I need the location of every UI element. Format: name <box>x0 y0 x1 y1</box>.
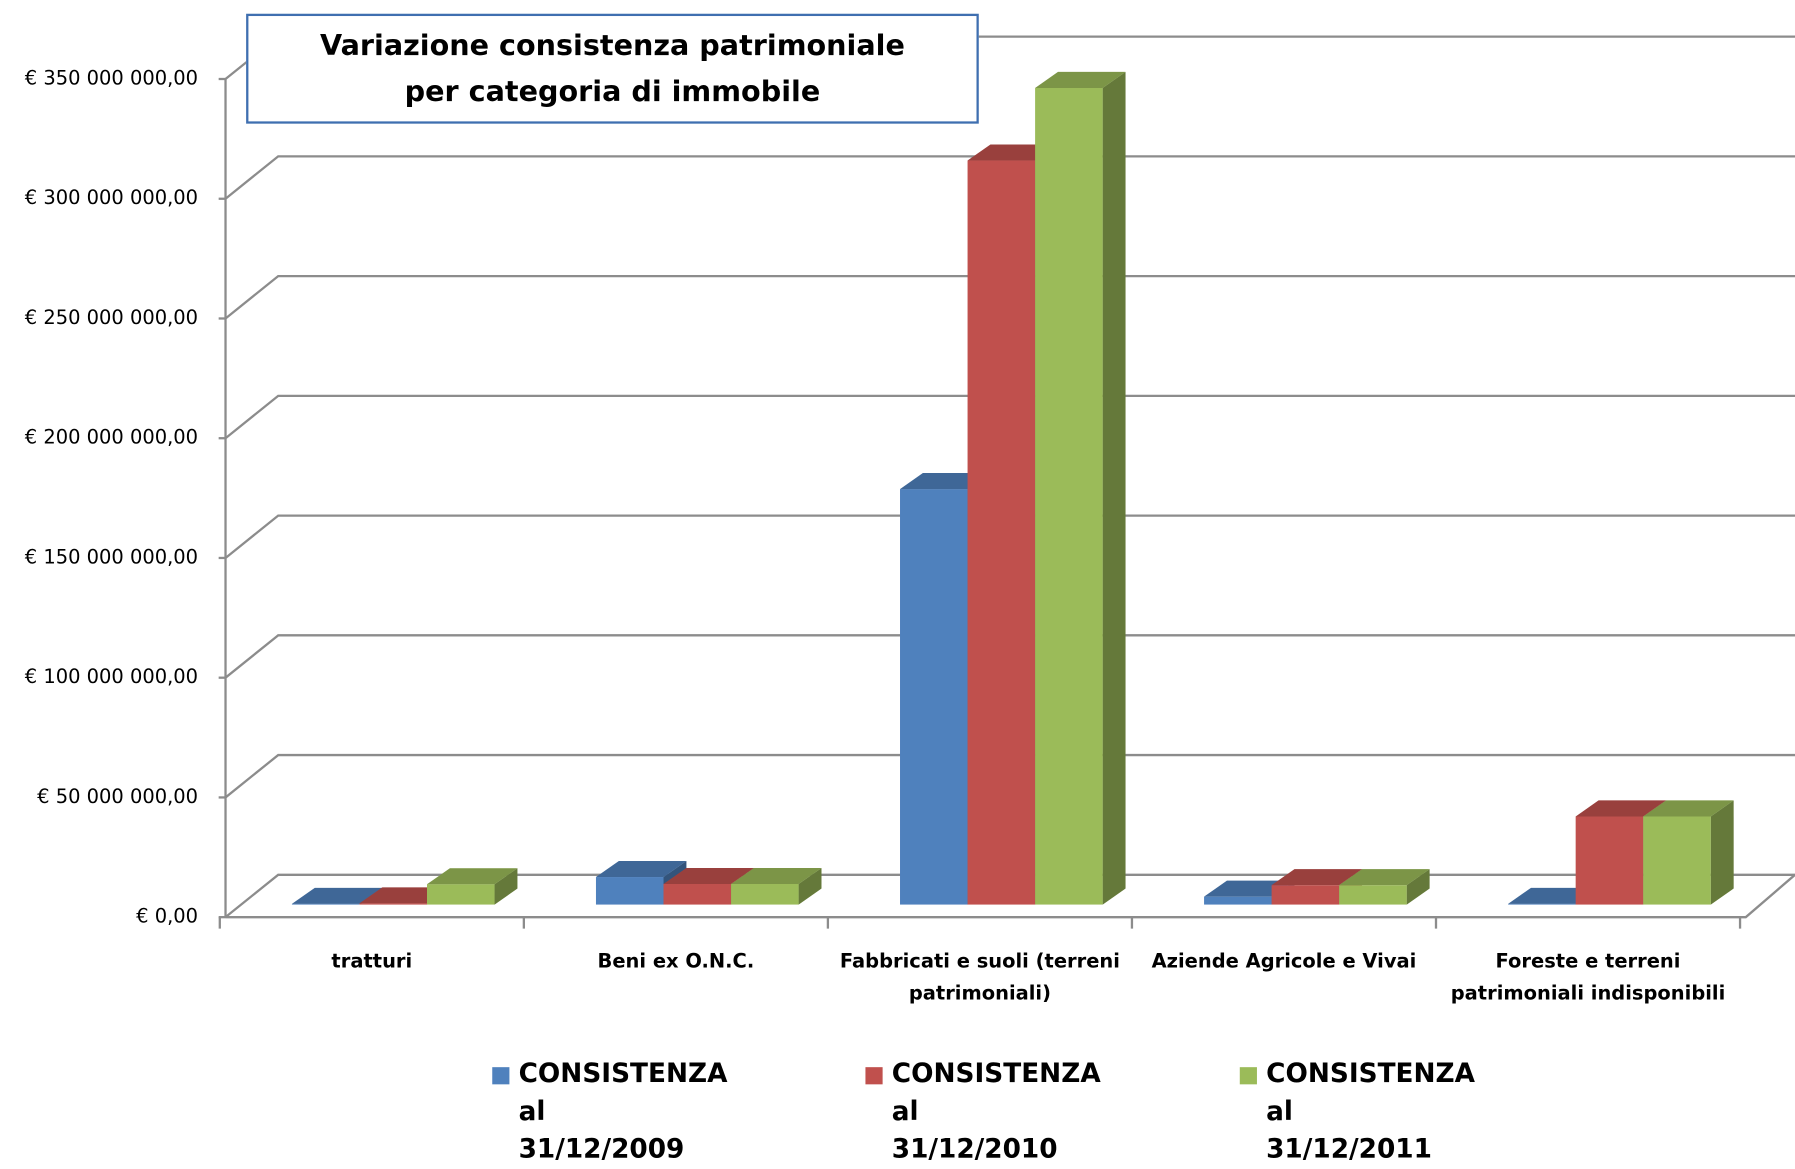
bar-front <box>900 489 968 905</box>
bar <box>663 867 754 905</box>
bar-front <box>1339 885 1407 905</box>
bar-top-shade <box>663 867 754 884</box>
bar-side-shade <box>494 868 518 905</box>
chart-title: Variazione consistenza patrimoniale per … <box>319 28 905 108</box>
y-tick-label: € 350 000 000,00 <box>25 67 198 90</box>
bar-top <box>1643 800 1734 817</box>
bar-top-shade <box>426 868 518 885</box>
bar <box>1643 800 1734 905</box>
bar-side-shade <box>1710 800 1734 905</box>
grid-line <box>224 514 1795 559</box>
y-tick-label: € 150 000 000,00 <box>25 545 198 568</box>
grid-line <box>224 753 1795 799</box>
bar-top-shade <box>595 861 687 878</box>
grid-line <box>224 274 1795 320</box>
title-box: Variazione consistenza patrimoniale per … <box>246 13 979 124</box>
bar-front <box>967 160 1036 905</box>
grid-line <box>224 394 1795 440</box>
bar-top <box>595 861 687 878</box>
bar-top-shade <box>1271 869 1363 886</box>
bar <box>1339 869 1430 905</box>
y-tick-label: € 0,00 <box>136 905 198 928</box>
bar <box>1575 800 1667 905</box>
legend-item: CONSISTENZA al 31/12/2009 <box>492 1056 728 1169</box>
bar-top <box>426 868 518 885</box>
bar-top-shade <box>1339 869 1430 886</box>
bar-top <box>663 867 754 884</box>
y-tick-label: € 100 000 000,00 <box>25 665 198 688</box>
bar-front <box>1643 816 1711 905</box>
legend-swatch <box>865 1067 883 1085</box>
bar-side-shade <box>798 867 822 905</box>
bar-front <box>1035 87 1103 905</box>
bar-side <box>1710 800 1734 905</box>
bar-side <box>1406 869 1430 905</box>
chart: € 0,00 € 50 000 000,00 € 100 000 000,00 € 1… <box>25 13 1795 1164</box>
bar <box>1035 71 1126 905</box>
bar-front <box>1204 896 1272 905</box>
back-wall <box>225 36 279 918</box>
x-tick-label: Beni ex O.N.C. <box>597 950 755 974</box>
bar-side <box>494 868 518 905</box>
bar-top <box>1271 869 1363 886</box>
x-tick-label: tratturi <box>331 950 413 974</box>
bar-top-shade <box>1643 800 1734 817</box>
y-tick-label: € 200 000 000,00 <box>25 426 198 449</box>
bar-top-shade <box>291 887 383 904</box>
legend-label: CONSISTENZA al 31/12/2009 <box>518 1059 728 1165</box>
y-tick-label: € 250 000 000,00 <box>25 306 198 329</box>
floor-edge <box>225 873 1795 919</box>
x-tick-label: Foreste e terreni patrimoniali indisponi… <box>1450 950 1726 1006</box>
y-tick-label: € 50 000 000,00 <box>37 785 198 808</box>
bar-side-shade <box>1406 869 1430 905</box>
bar-top <box>1339 869 1430 886</box>
bar-side <box>1102 71 1126 905</box>
bar-top-shade <box>731 867 822 884</box>
legend-swatch <box>1239 1067 1257 1085</box>
bar <box>595 861 687 905</box>
legend-item: CONSISTENZA al 31/12/2011 <box>1239 1056 1476 1169</box>
bar-front <box>595 877 664 905</box>
bar-front <box>1508 903 1576 905</box>
bar-front <box>359 903 427 905</box>
bar <box>731 867 822 905</box>
plot: € 0,00 € 50 000 000,00 € 100 000 000,00 € 1… <box>25 35 1795 929</box>
bar-side <box>798 867 822 905</box>
x-tick-label: Fabbricati e suoli (terreni patrimoniali… <box>839 950 1120 1006</box>
bar-top-shade <box>1035 71 1126 88</box>
bar-top-shade <box>1575 800 1667 817</box>
bar-front <box>1575 816 1644 905</box>
grid-line <box>224 634 1795 679</box>
bar-top <box>1035 71 1126 88</box>
y-tick-label: € 300 000 000,00 <box>25 186 198 209</box>
bar-front <box>291 903 360 905</box>
x-tick-label: Aziende Agricole e Vivai <box>1151 950 1417 974</box>
legend-item: CONSISTENZA al 31/12/2010 <box>865 1056 1101 1169</box>
bar-front <box>1271 885 1340 905</box>
bar-top <box>731 867 822 884</box>
legend-swatch <box>492 1067 510 1085</box>
bar-front <box>731 883 799 905</box>
bar-side-shade <box>1102 71 1126 905</box>
legend-label: CONSISTENZA al 31/12/2011 <box>1266 1059 1476 1165</box>
bar-top <box>1575 800 1667 817</box>
legend-label: CONSISTENZA al 31/12/2010 <box>891 1059 1101 1165</box>
bar <box>426 868 518 905</box>
bar-front <box>426 884 495 905</box>
grid-line <box>224 155 1795 200</box>
bar-front <box>663 883 732 905</box>
bar-top <box>291 887 383 904</box>
